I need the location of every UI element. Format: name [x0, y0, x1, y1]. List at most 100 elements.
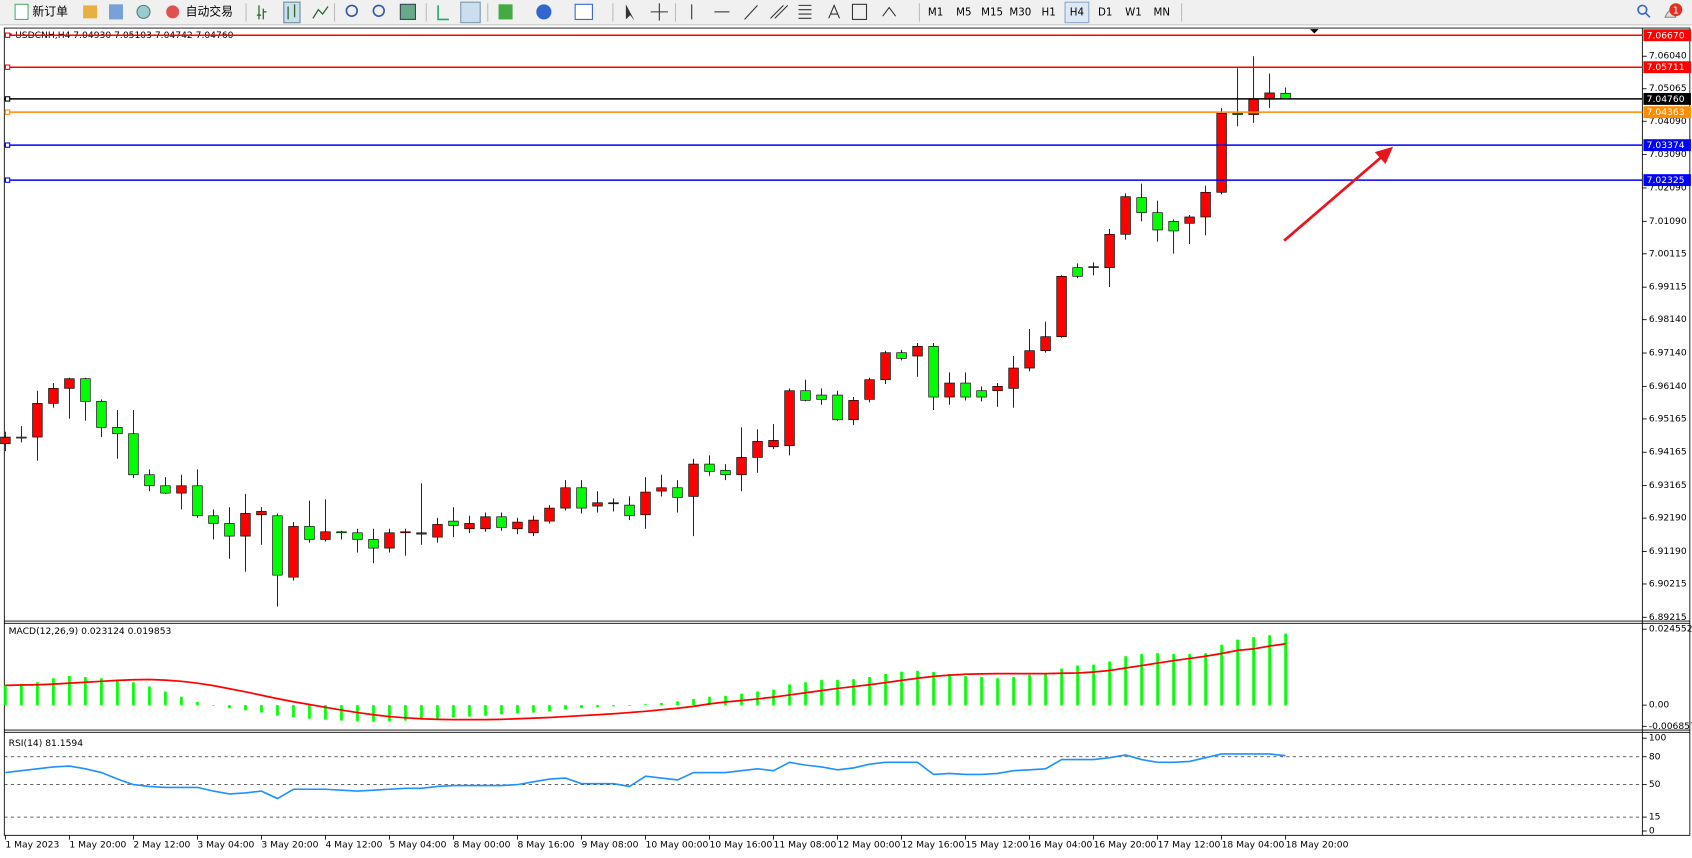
candle-body [64, 378, 75, 389]
timeframe-button[interactable]: H4 [1070, 6, 1084, 18]
channel-tool[interactable] [770, 5, 789, 19]
candle-body [0, 436, 11, 445]
candles-glyph [287, 4, 296, 20]
candle-body [224, 523, 235, 537]
candle-body [624, 504, 635, 517]
zoom-in-icon[interactable] [345, 4, 358, 17]
y-tick-label: 6.89215 [1649, 612, 1687, 623]
text-tool[interactable] [828, 3, 841, 19]
label-tool[interactable] [851, 3, 868, 20]
timeframe-button[interactable]: M5 [956, 6, 971, 18]
candle-body [608, 502, 619, 505]
candle-body [592, 502, 603, 507]
x-tick-label: 18 May 20:00 [1286, 840, 1349, 851]
y-tick-label: 6.99115 [1649, 282, 1687, 293]
tile-icon[interactable] [399, 3, 416, 20]
current-price-line-label-box [1643, 92, 1691, 105]
y-tick-label: 7.00115 [1649, 248, 1687, 259]
candle-body [544, 507, 555, 522]
y-tick-label: 0.00 [1649, 700, 1670, 711]
y-tick-label: 7.01090 [1649, 216, 1687, 227]
periods-icon[interactable] [536, 4, 552, 20]
x-tick-label: 16 May 20:00 [1094, 840, 1157, 851]
y-tick-label: 6.93165 [1649, 480, 1687, 491]
search-icon-handle [1645, 12, 1651, 18]
candle-body [256, 511, 267, 516]
trendline-tool[interactable] [744, 5, 758, 20]
templates-icon[interactable] [574, 3, 593, 20]
y-tick-label: 7.04090 [1649, 116, 1687, 127]
y-tick-label: 6.90215 [1649, 578, 1687, 589]
candle-body [688, 463, 699, 497]
timeframe-button[interactable]: W1 [1125, 6, 1142, 18]
candle-body [208, 515, 219, 524]
candle-body [528, 519, 539, 534]
x-tick-label: 10 May 00:00 [646, 840, 709, 851]
button-label: 自动交易 [186, 4, 233, 18]
toolbar-icon [14, 3, 29, 20]
candle-body [96, 401, 107, 428]
candles-icon[interactable] [283, 1, 301, 24]
candle-body [560, 487, 571, 509]
candle-body [48, 388, 59, 404]
candle-body [352, 532, 363, 540]
toolbar-icon[interactable] [136, 4, 151, 19]
candle-body [512, 521, 523, 530]
chart-shift-icon[interactable] [460, 1, 481, 24]
candle-body [736, 457, 747, 476]
candle-body [32, 403, 43, 438]
candle-body [1200, 191, 1211, 218]
arrows-tool[interactable] [882, 6, 897, 17]
x-tick-label: 2 May 12:00 [133, 840, 190, 851]
candle-body [640, 491, 651, 516]
timeframe-button[interactable]: H1 [1042, 6, 1056, 18]
candle-body [80, 378, 91, 402]
candle-body [720, 470, 731, 476]
y-tick-label: 50 [1649, 779, 1661, 790]
line-chart-icon[interactable] [312, 6, 329, 19]
timeframe-button[interactable]: M15 [981, 6, 1003, 18]
candle-body [1216, 112, 1227, 193]
candle-body [1232, 112, 1243, 115]
horizontal-line-label: 7.05711 [1647, 62, 1685, 73]
bar-chart-icon[interactable] [256, 5, 267, 20]
fibo-tool[interactable] [798, 4, 812, 19]
candle-body [128, 433, 139, 476]
candle-body [1088, 266, 1099, 268]
horizontal-line-handle [4, 109, 11, 115]
y-tick-label: 6.95165 [1649, 413, 1687, 424]
x-tick-label: 11 May 08:00 [774, 840, 837, 851]
zoom-out-icon[interactable] [372, 4, 385, 17]
candle-body [160, 485, 171, 494]
timeframe-button[interactable]: D1 [1098, 6, 1112, 18]
auto-trading-button[interactable]: 自动交易 [166, 4, 233, 18]
y-tick-label: 7.02090 [1649, 182, 1687, 193]
candle-body [304, 526, 315, 540]
search-icon[interactable] [1637, 4, 1648, 15]
autoscroll-icon[interactable] [437, 5, 449, 21]
button-label: 新订单 [32, 4, 68, 18]
timeframe-button[interactable]: MN [1153, 6, 1170, 18]
candle-body [768, 440, 779, 448]
candle-body [1056, 276, 1067, 338]
y-tick-label: 6.98140 [1649, 314, 1687, 325]
candle-body [1152, 212, 1163, 231]
x-tick-label: 1 May 20:00 [69, 840, 126, 851]
indicators-icon[interactable] [498, 4, 513, 20]
candle-body [816, 394, 827, 400]
horizontal-line-handle [4, 142, 11, 148]
crosshair-icon[interactable] [650, 3, 668, 21]
timeframe-button[interactable]: M1 [928, 6, 943, 18]
horizontal-line-label-box [1643, 174, 1691, 187]
toolbar-icon[interactable] [108, 4, 124, 20]
x-tick-label: 8 May 00:00 [453, 840, 510, 851]
horizontal-line-label: 7.02325 [1647, 175, 1685, 186]
timeframe-button[interactable]: M30 [1009, 6, 1031, 18]
notification-count: 1 [1673, 5, 1679, 16]
new-order-button[interactable]: 新订单 [14, 3, 68, 20]
toolbar-icon[interactable] [83, 5, 98, 19]
x-tick-label: 12 May 16:00 [902, 840, 965, 851]
macd-panel-title: MACD(12,26,9) 0.023124 0.019853 [9, 626, 172, 637]
candle-body [320, 531, 331, 540]
